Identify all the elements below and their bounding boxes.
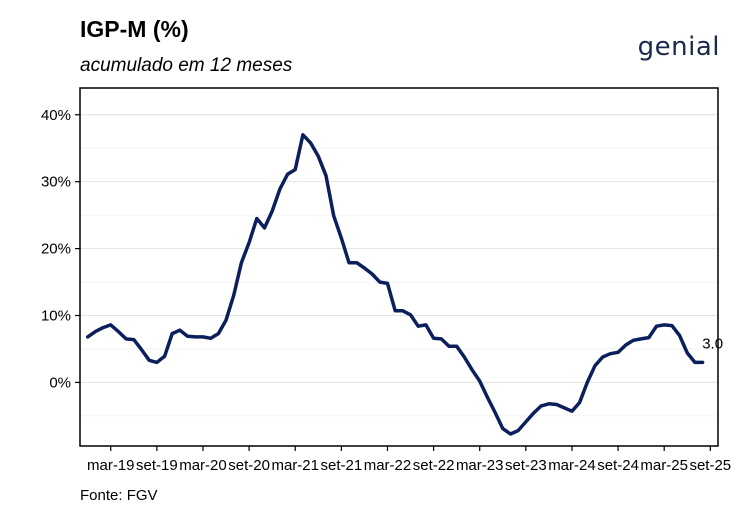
- grid-layer: [80, 114, 718, 417]
- genial-logo: genial: [637, 32, 720, 62]
- chart-title: IGP-M (%): [80, 16, 189, 42]
- y-tick-label: 0%: [49, 374, 71, 391]
- igpm-series-line: [85, 133, 705, 436]
- x-tick-label: set-24: [597, 457, 639, 474]
- y-tick-label: 30%: [41, 174, 71, 191]
- last-value-label: 3.0: [702, 335, 723, 352]
- x-tick-label: set-20: [228, 457, 270, 474]
- annotation-layer: 3.0: [702, 335, 723, 352]
- plot-border: [79, 87, 719, 447]
- x-tick-label: mar-24: [548, 457, 596, 474]
- y-tick-label: 20%: [41, 241, 71, 258]
- series-layer: [85, 133, 705, 436]
- x-tick-label: mar-20: [179, 457, 227, 474]
- y-tick-label: 40%: [41, 107, 71, 124]
- x-tick-label: set-21: [320, 457, 362, 474]
- x-tick-label: set-23: [505, 457, 547, 474]
- x-tick-label: mar-22: [364, 457, 412, 474]
- y-tick-label: 10%: [41, 308, 71, 325]
- x-tick-label: set-19: [136, 457, 178, 474]
- x-tick-label: mar-21: [271, 457, 319, 474]
- chart-subtitle: acumulado em 12 meses: [80, 55, 293, 76]
- x-tick-label: set-25: [689, 457, 731, 474]
- x-tick-label: set-22: [413, 457, 455, 474]
- x-tick-label: mar-25: [640, 457, 688, 474]
- source-note: Fonte: FGV: [80, 487, 158, 504]
- axis-layer: 0%10%20%30%40%mar-19 set-19 mar-20 set-20 ma…: [41, 87, 731, 474]
- x-tick-label: mar-19: [87, 457, 135, 474]
- x-tick-label: mar-23: [456, 457, 504, 474]
